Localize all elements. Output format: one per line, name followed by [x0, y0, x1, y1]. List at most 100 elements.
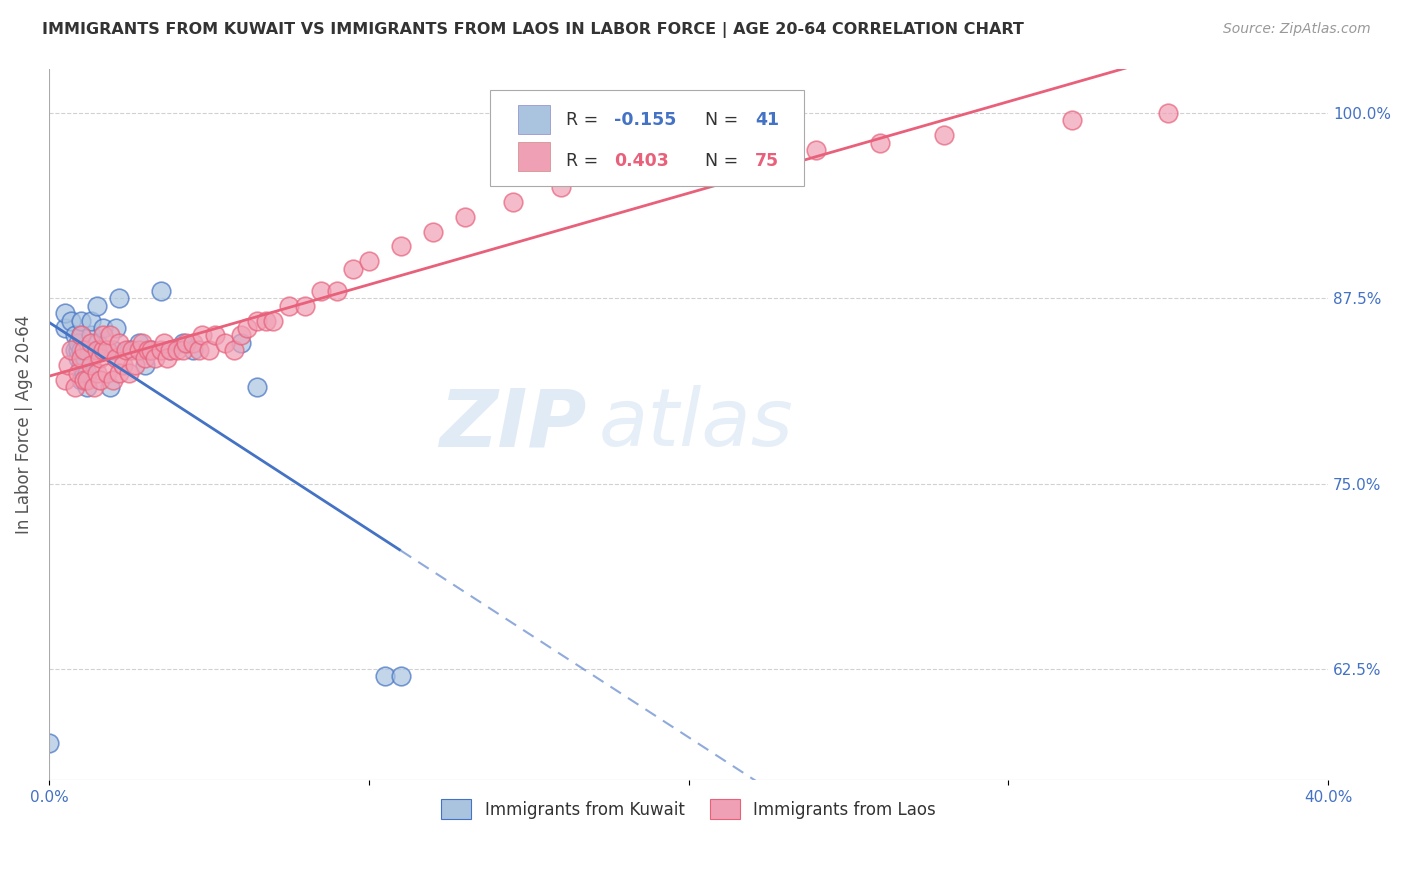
Legend: Immigrants from Kuwait, Immigrants from Laos: Immigrants from Kuwait, Immigrants from …: [434, 793, 942, 825]
Point: [98, 380, 121, 394]
Point: [246, 313, 269, 327]
Point: [254, 313, 277, 327]
Point: [91, 343, 114, 358]
Point: [108, 291, 131, 305]
Point: [89, 373, 111, 387]
Point: [73, 366, 96, 380]
Point: [76, 366, 98, 380]
Point: [66, 343, 89, 358]
Point: [131, 335, 153, 350]
Point: [294, 299, 316, 313]
Point: [111, 358, 134, 372]
Point: [76, 373, 98, 387]
Point: [60, 313, 83, 327]
Point: [149, 343, 172, 358]
Y-axis label: In Labor Force | Age 20-64: In Labor Force | Age 20-64: [15, 315, 32, 534]
Point: [236, 321, 259, 335]
Bar: [519, 142, 550, 170]
Point: [613, 165, 636, 179]
Point: [114, 343, 136, 358]
Point: [98, 328, 121, 343]
Point: [1062, 113, 1084, 128]
Point: [101, 343, 124, 358]
Point: [502, 194, 524, 209]
Point: [869, 136, 891, 150]
Point: [108, 366, 131, 380]
Point: [143, 351, 166, 365]
Point: [108, 335, 131, 350]
Point: [229, 335, 252, 350]
Point: [66, 335, 89, 350]
Point: [91, 321, 114, 335]
Point: [422, 225, 444, 239]
Point: [118, 366, 141, 380]
Point: [76, 380, 98, 394]
Point: [101, 373, 124, 387]
Point: [63, 380, 86, 394]
Point: [63, 328, 86, 343]
Point: [262, 313, 284, 327]
Point: [73, 373, 96, 387]
Point: [224, 343, 246, 358]
Point: [389, 239, 412, 253]
Point: [79, 358, 101, 372]
Text: Source: ZipAtlas.com: Source: ZipAtlas.com: [1223, 22, 1371, 37]
Point: [96, 343, 118, 358]
Text: atlas: atlas: [599, 385, 794, 464]
Point: [166, 343, 188, 358]
Point: [73, 351, 96, 365]
Point: [63, 343, 86, 358]
Point: [309, 284, 332, 298]
Point: [550, 180, 572, 194]
Point: [118, 343, 141, 358]
Bar: [519, 105, 550, 134]
Point: [188, 343, 211, 358]
Point: [389, 669, 412, 683]
Text: 75: 75: [755, 152, 779, 169]
Point: [326, 284, 349, 298]
Point: [1157, 106, 1180, 120]
Point: [176, 335, 198, 350]
Point: [134, 358, 156, 372]
Point: [66, 366, 89, 380]
Point: [86, 366, 108, 380]
Point: [741, 151, 763, 165]
Point: [159, 343, 181, 358]
Point: [121, 343, 143, 358]
Text: 41: 41: [755, 111, 779, 129]
Point: [70, 343, 93, 358]
Point: [66, 351, 89, 365]
Point: [156, 351, 179, 365]
Point: [141, 343, 163, 358]
Point: [229, 328, 252, 343]
Point: [934, 128, 956, 143]
Point: [89, 343, 111, 358]
Point: [128, 343, 150, 358]
Point: [198, 343, 221, 358]
Point: [38, 736, 60, 750]
Point: [204, 328, 226, 343]
Point: [181, 335, 204, 350]
Point: [53, 306, 76, 320]
Point: [357, 254, 380, 268]
Point: [60, 343, 83, 358]
Point: [342, 261, 364, 276]
Point: [79, 335, 101, 350]
Point: [70, 358, 93, 372]
Point: [134, 351, 156, 365]
Point: [153, 335, 176, 350]
Point: [136, 343, 159, 358]
Point: [105, 351, 128, 365]
Point: [70, 373, 93, 387]
Point: [96, 343, 118, 358]
Point: [89, 351, 111, 365]
Text: N =: N =: [693, 152, 744, 169]
Text: -0.155: -0.155: [614, 111, 676, 129]
Point: [79, 328, 101, 343]
Point: [70, 328, 93, 343]
Point: [86, 343, 108, 358]
Point: [70, 351, 93, 365]
Point: [191, 328, 214, 343]
Point: [172, 335, 194, 350]
Point: [53, 321, 76, 335]
